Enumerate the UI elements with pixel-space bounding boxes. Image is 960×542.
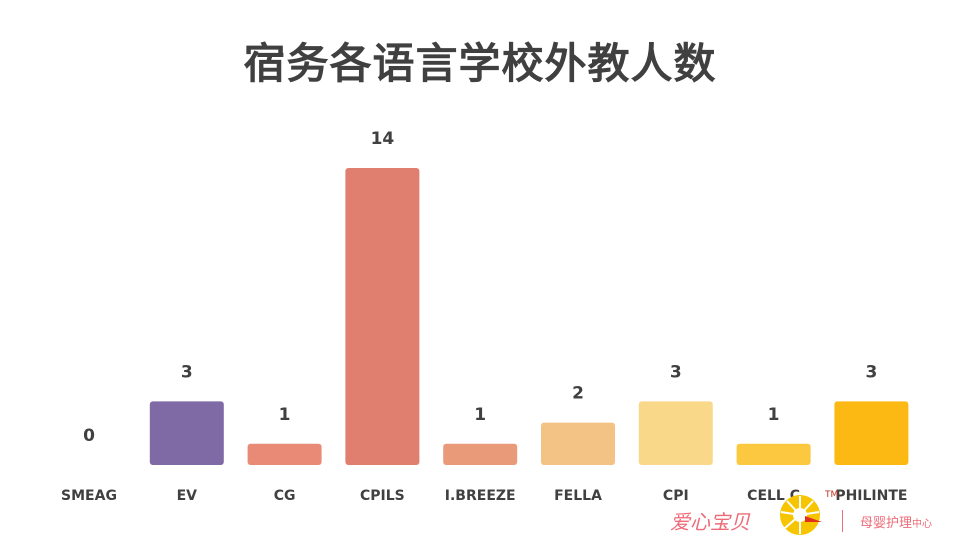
data-label: 3 bbox=[181, 362, 193, 382]
x-tick-label: FELLA bbox=[554, 488, 602, 504]
bar-ev bbox=[149, 401, 224, 465]
x-tick-label: I.BREEZE bbox=[445, 488, 516, 504]
chart-title: 宿务各语言学校外教人数 bbox=[243, 39, 717, 88]
bar-fella bbox=[541, 422, 615, 465]
logo-tm: TM bbox=[825, 490, 839, 500]
data-label: 0 bbox=[83, 426, 95, 446]
data-label: 2 bbox=[572, 384, 584, 404]
x-tick-label: EV bbox=[177, 488, 198, 504]
logo-brand-text: 爱心宝贝 bbox=[670, 510, 750, 534]
data-label: 1 bbox=[768, 405, 780, 425]
bar-philinte bbox=[834, 401, 909, 465]
logo-separator bbox=[842, 510, 843, 532]
data-label: 1 bbox=[474, 405, 486, 425]
sun-logo-icon bbox=[777, 492, 823, 542]
x-tick-label: CPILS bbox=[360, 488, 405, 504]
x-tick-label: SMEAG bbox=[61, 488, 117, 504]
brand-logo: 爱心宝贝 TM 母婴护理中心 bbox=[665, 490, 960, 540]
bar-i-breeze bbox=[443, 443, 518, 465]
x-tick-label: PHILINTE bbox=[835, 488, 907, 504]
x-tick-label: CG bbox=[274, 488, 296, 504]
bar-cg bbox=[247, 443, 322, 465]
logo-subtitle: 母婴护理中心 bbox=[860, 516, 933, 531]
x-tick-label: CPI bbox=[663, 488, 689, 504]
bar-cell-c bbox=[736, 443, 811, 465]
data-label: 3 bbox=[670, 362, 682, 382]
data-label: 14 bbox=[371, 129, 395, 149]
bar-cpils bbox=[345, 168, 420, 465]
data-label: 3 bbox=[865, 362, 877, 382]
bar-cpi bbox=[638, 401, 713, 465]
data-label: 1 bbox=[279, 405, 291, 425]
